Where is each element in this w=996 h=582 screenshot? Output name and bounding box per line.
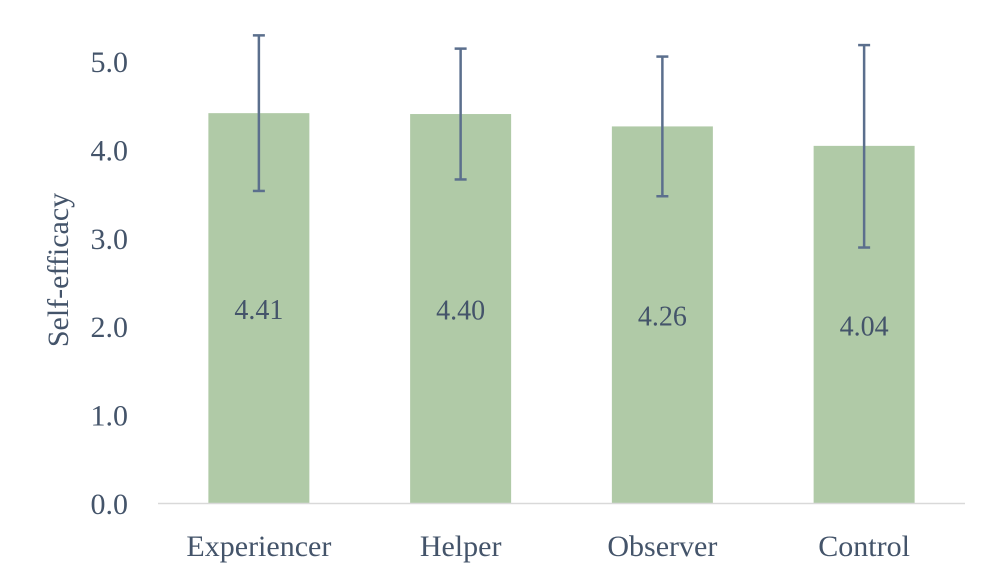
y-tick-label: 3.0 <box>91 223 129 256</box>
y-tick-label: 1.0 <box>91 400 129 433</box>
error-bars <box>252 34 871 249</box>
y-tick-label: 5.0 <box>91 46 129 79</box>
data-label: 4.04 <box>840 311 889 342</box>
x-category-label: Experiencer <box>186 530 331 563</box>
y-axis-title: Self-efficacy <box>42 193 75 347</box>
error-bar <box>858 43 871 249</box>
data-label: 4.40 <box>436 296 485 327</box>
data-label: 4.26 <box>638 302 687 333</box>
y-tick-label: 0.0 <box>91 488 129 521</box>
error-bar <box>454 47 467 181</box>
x-category-label: Observer <box>607 530 717 563</box>
y-tick-label: 2.0 <box>91 311 129 344</box>
x-category-labels: Experiencer Helper Observer Control <box>186 530 910 563</box>
error-bar <box>252 34 265 193</box>
error-bar <box>656 55 669 198</box>
bars <box>208 113 915 503</box>
data-labels: 4.41 4.40 4.26 4.04 <box>234 295 888 342</box>
data-label: 4.41 <box>234 295 283 326</box>
y-tick-label: 4.0 <box>91 134 129 167</box>
y-tick-labels: 0.0 1.0 2.0 3.0 4.0 5.0 <box>91 46 129 521</box>
x-category-label: Control <box>818 530 910 563</box>
x-category-label: Helper <box>420 530 502 563</box>
